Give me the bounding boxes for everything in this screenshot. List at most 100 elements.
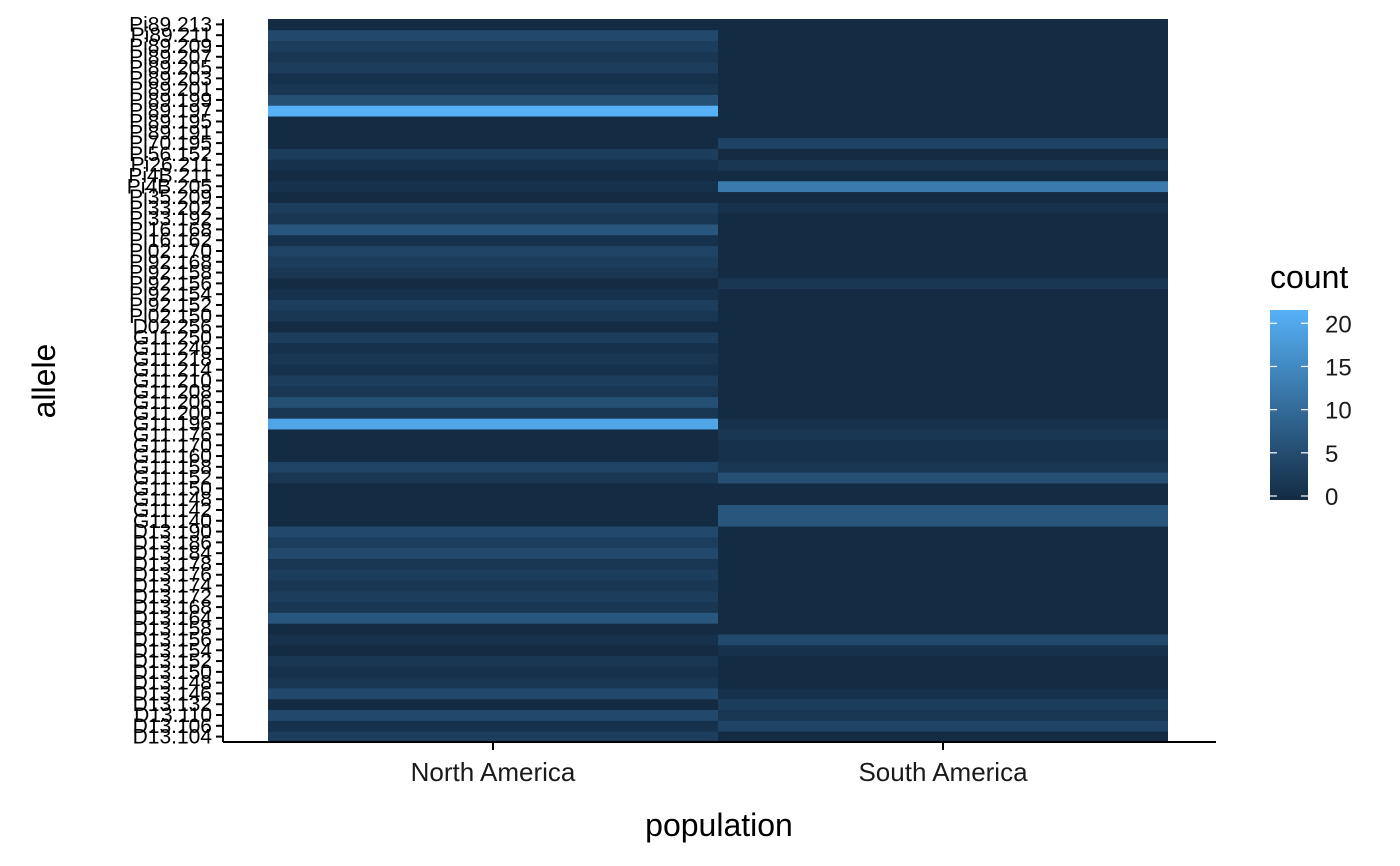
- heatmap-cell: [268, 321, 718, 333]
- heatmap-cell: [268, 504, 718, 516]
- y-tick-label: G11.158: [133, 456, 212, 479]
- y-tick-label: Pi33.192: [129, 208, 212, 231]
- y-tick-label: D13.164: [133, 607, 213, 630]
- heatmap-cell: [718, 51, 1168, 63]
- heatmap-cell: [268, 19, 718, 31]
- y-tick-label: Pi89.207: [129, 46, 212, 69]
- y-tick-label: G11.246: [133, 337, 212, 360]
- y-tick-label: G11.148: [133, 488, 212, 511]
- y-tick-label: Pi89.211: [131, 24, 212, 47]
- heatmap-cell: [718, 364, 1168, 376]
- legend-tick-label: 0: [1325, 484, 1338, 511]
- heatmap-cell: [268, 461, 718, 473]
- heatmap-cell: [718, 72, 1168, 85]
- heatmap-cell: [268, 342, 718, 354]
- y-tick-label: G11.176: [133, 423, 212, 446]
- y-tick-label: G11.206: [133, 391, 212, 414]
- y-tick-label: Pi92.158: [129, 262, 212, 285]
- y-tick-label: Pi89.213: [129, 13, 212, 36]
- heatmap-cell: [268, 105, 718, 117]
- heatmap-cell: [718, 623, 1168, 635]
- y-tick-label: D13.110: [134, 704, 212, 727]
- heatmap-cell: [718, 267, 1168, 279]
- heatmap-cell: [718, 19, 1168, 31]
- heatmap-cell: [268, 666, 718, 678]
- heatmap-cell: [718, 202, 1168, 214]
- y-tick-label: Pi02.170: [129, 240, 212, 263]
- color-legend: count 0 5 10 15 20: [1270, 259, 1352, 511]
- heatmap-cell: [268, 51, 718, 63]
- y-tick-label: Pi89.209: [129, 35, 212, 58]
- y-axis-title: allele: [26, 344, 62, 419]
- heatmap-cell: [268, 655, 718, 667]
- heatmap-cell: [718, 342, 1168, 354]
- heatmap-cell: [718, 461, 1168, 473]
- y-tick-label: G11.150: [133, 477, 212, 500]
- heatmap-cell: [268, 288, 718, 300]
- y-tick-label: D13.186: [133, 531, 212, 554]
- y-tick-label: Pi16.168: [129, 218, 212, 241]
- y-tick-label: Pi16.162: [129, 229, 212, 252]
- heatmap-cell: [268, 720, 718, 732]
- heatmap-cell: [268, 137, 718, 149]
- heatmap-cell: [268, 224, 718, 236]
- heatmap-cell: [718, 353, 1168, 365]
- y-tick-label: Pi89.199: [129, 89, 212, 112]
- heatmap-cell: [718, 277, 1168, 290]
- heatmap-cell: [268, 234, 718, 247]
- heatmap-cell: [268, 418, 718, 430]
- heatmap-cell: [268, 558, 718, 570]
- heatmap-cell: [268, 515, 718, 527]
- heatmap-cell: [268, 277, 718, 290]
- heatmap-cell: [718, 634, 1168, 646]
- heatmap-cell: [268, 310, 718, 322]
- legend-tick-label: 10: [1325, 398, 1352, 425]
- heatmap-cell: [268, 267, 718, 279]
- heatmap-cell: [718, 94, 1168, 106]
- heatmap-cell: [268, 731, 718, 743]
- heatmap-cell: [268, 180, 718, 193]
- y-tick-label: Pi56.152: [129, 143, 212, 166]
- y-tick-label: Pi70.195: [129, 132, 212, 155]
- heatmap-cell: [718, 580, 1168, 592]
- heatmap-cell: [268, 364, 718, 376]
- heatmap-cell: [268, 256, 718, 268]
- y-tick-label: D13.132: [133, 693, 212, 716]
- y-tick-label: Pi26.211: [131, 154, 212, 177]
- heatmap-cell: [268, 170, 718, 182]
- y-tick-label: Pi89.201: [129, 78, 212, 101]
- y-tick-label: D13.150: [133, 661, 212, 684]
- heatmap-cell: [718, 569, 1168, 581]
- heatmap-cell: [718, 83, 1168, 95]
- y-tick-label: D13.184: [133, 542, 213, 565]
- heatmap-cell: [718, 159, 1168, 171]
- heatmap-cell: [268, 526, 718, 538]
- y-tick-label: D13.174: [133, 575, 213, 598]
- heatmap-cell: [718, 213, 1168, 225]
- y-tick-label: D13.168: [133, 596, 212, 619]
- heatmap-cell: [718, 515, 1168, 527]
- heatmap-cell: [718, 407, 1168, 419]
- heatmap-cell: [718, 504, 1168, 516]
- heatmap-cell: [268, 331, 718, 344]
- heatmap-cell: [718, 137, 1168, 149]
- heatmap-cell: [718, 483, 1168, 495]
- heatmap-cell: [268, 439, 718, 452]
- y-axis-ticks: D13.104D13.106D13.110D13.132D13.146D13.1…: [127, 13, 223, 749]
- heatmap-cell: [718, 224, 1168, 236]
- heatmap-cell: [268, 116, 718, 128]
- heatmap-cell: [718, 40, 1168, 52]
- heatmap-cell: [718, 385, 1168, 398]
- y-tick-label: D13.106: [133, 715, 212, 738]
- legend-tick-label: 5: [1325, 441, 1338, 468]
- y-tick-label: D13.178: [133, 553, 212, 576]
- y-tick-label: D13.156: [133, 628, 212, 651]
- heatmap-cell: [268, 148, 718, 160]
- y-tick-label: D13.104: [133, 726, 213, 749]
- heatmap-cell: [268, 698, 718, 711]
- y-tick-label: Pi33.202: [129, 197, 212, 220]
- legend-tick-label: 20: [1325, 311, 1352, 338]
- heatmap-cell: [268, 601, 718, 613]
- heatmap-cell: [718, 234, 1168, 247]
